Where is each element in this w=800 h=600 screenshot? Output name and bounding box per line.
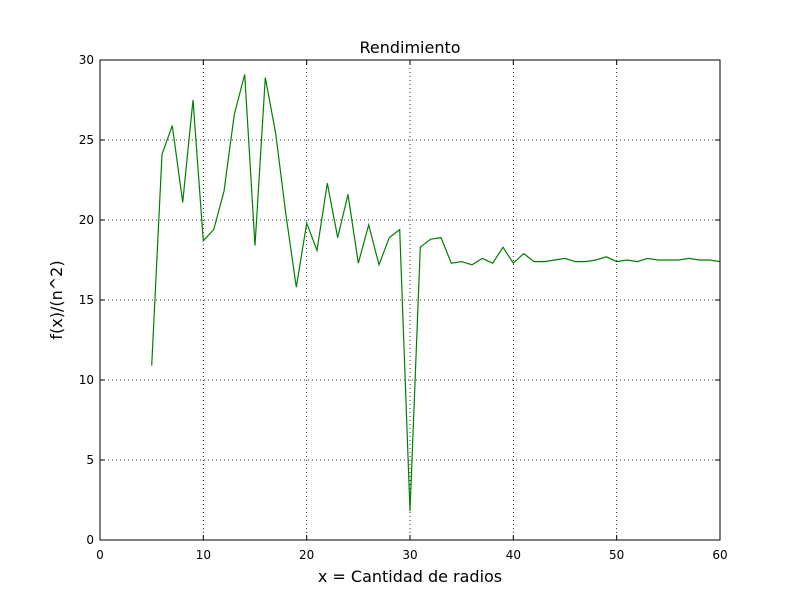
y-tick-label: 25	[79, 133, 94, 147]
y-tick-label: 5	[86, 453, 94, 467]
y-tick-label: 20	[79, 213, 94, 227]
x-tick-label: 40	[506, 548, 521, 562]
x-tick-label: 20	[299, 548, 314, 562]
chart-title: Rendimiento	[359, 38, 460, 57]
grid	[100, 60, 720, 540]
x-axis-label: x = Cantidad de radios	[318, 567, 502, 586]
x-tick-label: 30	[402, 548, 417, 562]
x-tick-label: 0	[96, 548, 104, 562]
plot-area	[151, 74, 721, 512]
series-line	[151, 74, 721, 512]
y-tick-label: 10	[79, 373, 94, 387]
y-tick-label: 15	[79, 293, 94, 307]
x-tick-label: 10	[196, 548, 211, 562]
x-tick-label: 60	[712, 548, 727, 562]
axis-ticks: 0 10 20 30 40 50 60 0 5 10 15 20 25 30	[79, 53, 728, 562]
y-tick-label: 30	[79, 53, 94, 67]
x-tick-label: 50	[609, 548, 624, 562]
y-axis-label: f(x)/(n^2)	[47, 260, 66, 339]
y-tick-label: 0	[86, 533, 94, 547]
